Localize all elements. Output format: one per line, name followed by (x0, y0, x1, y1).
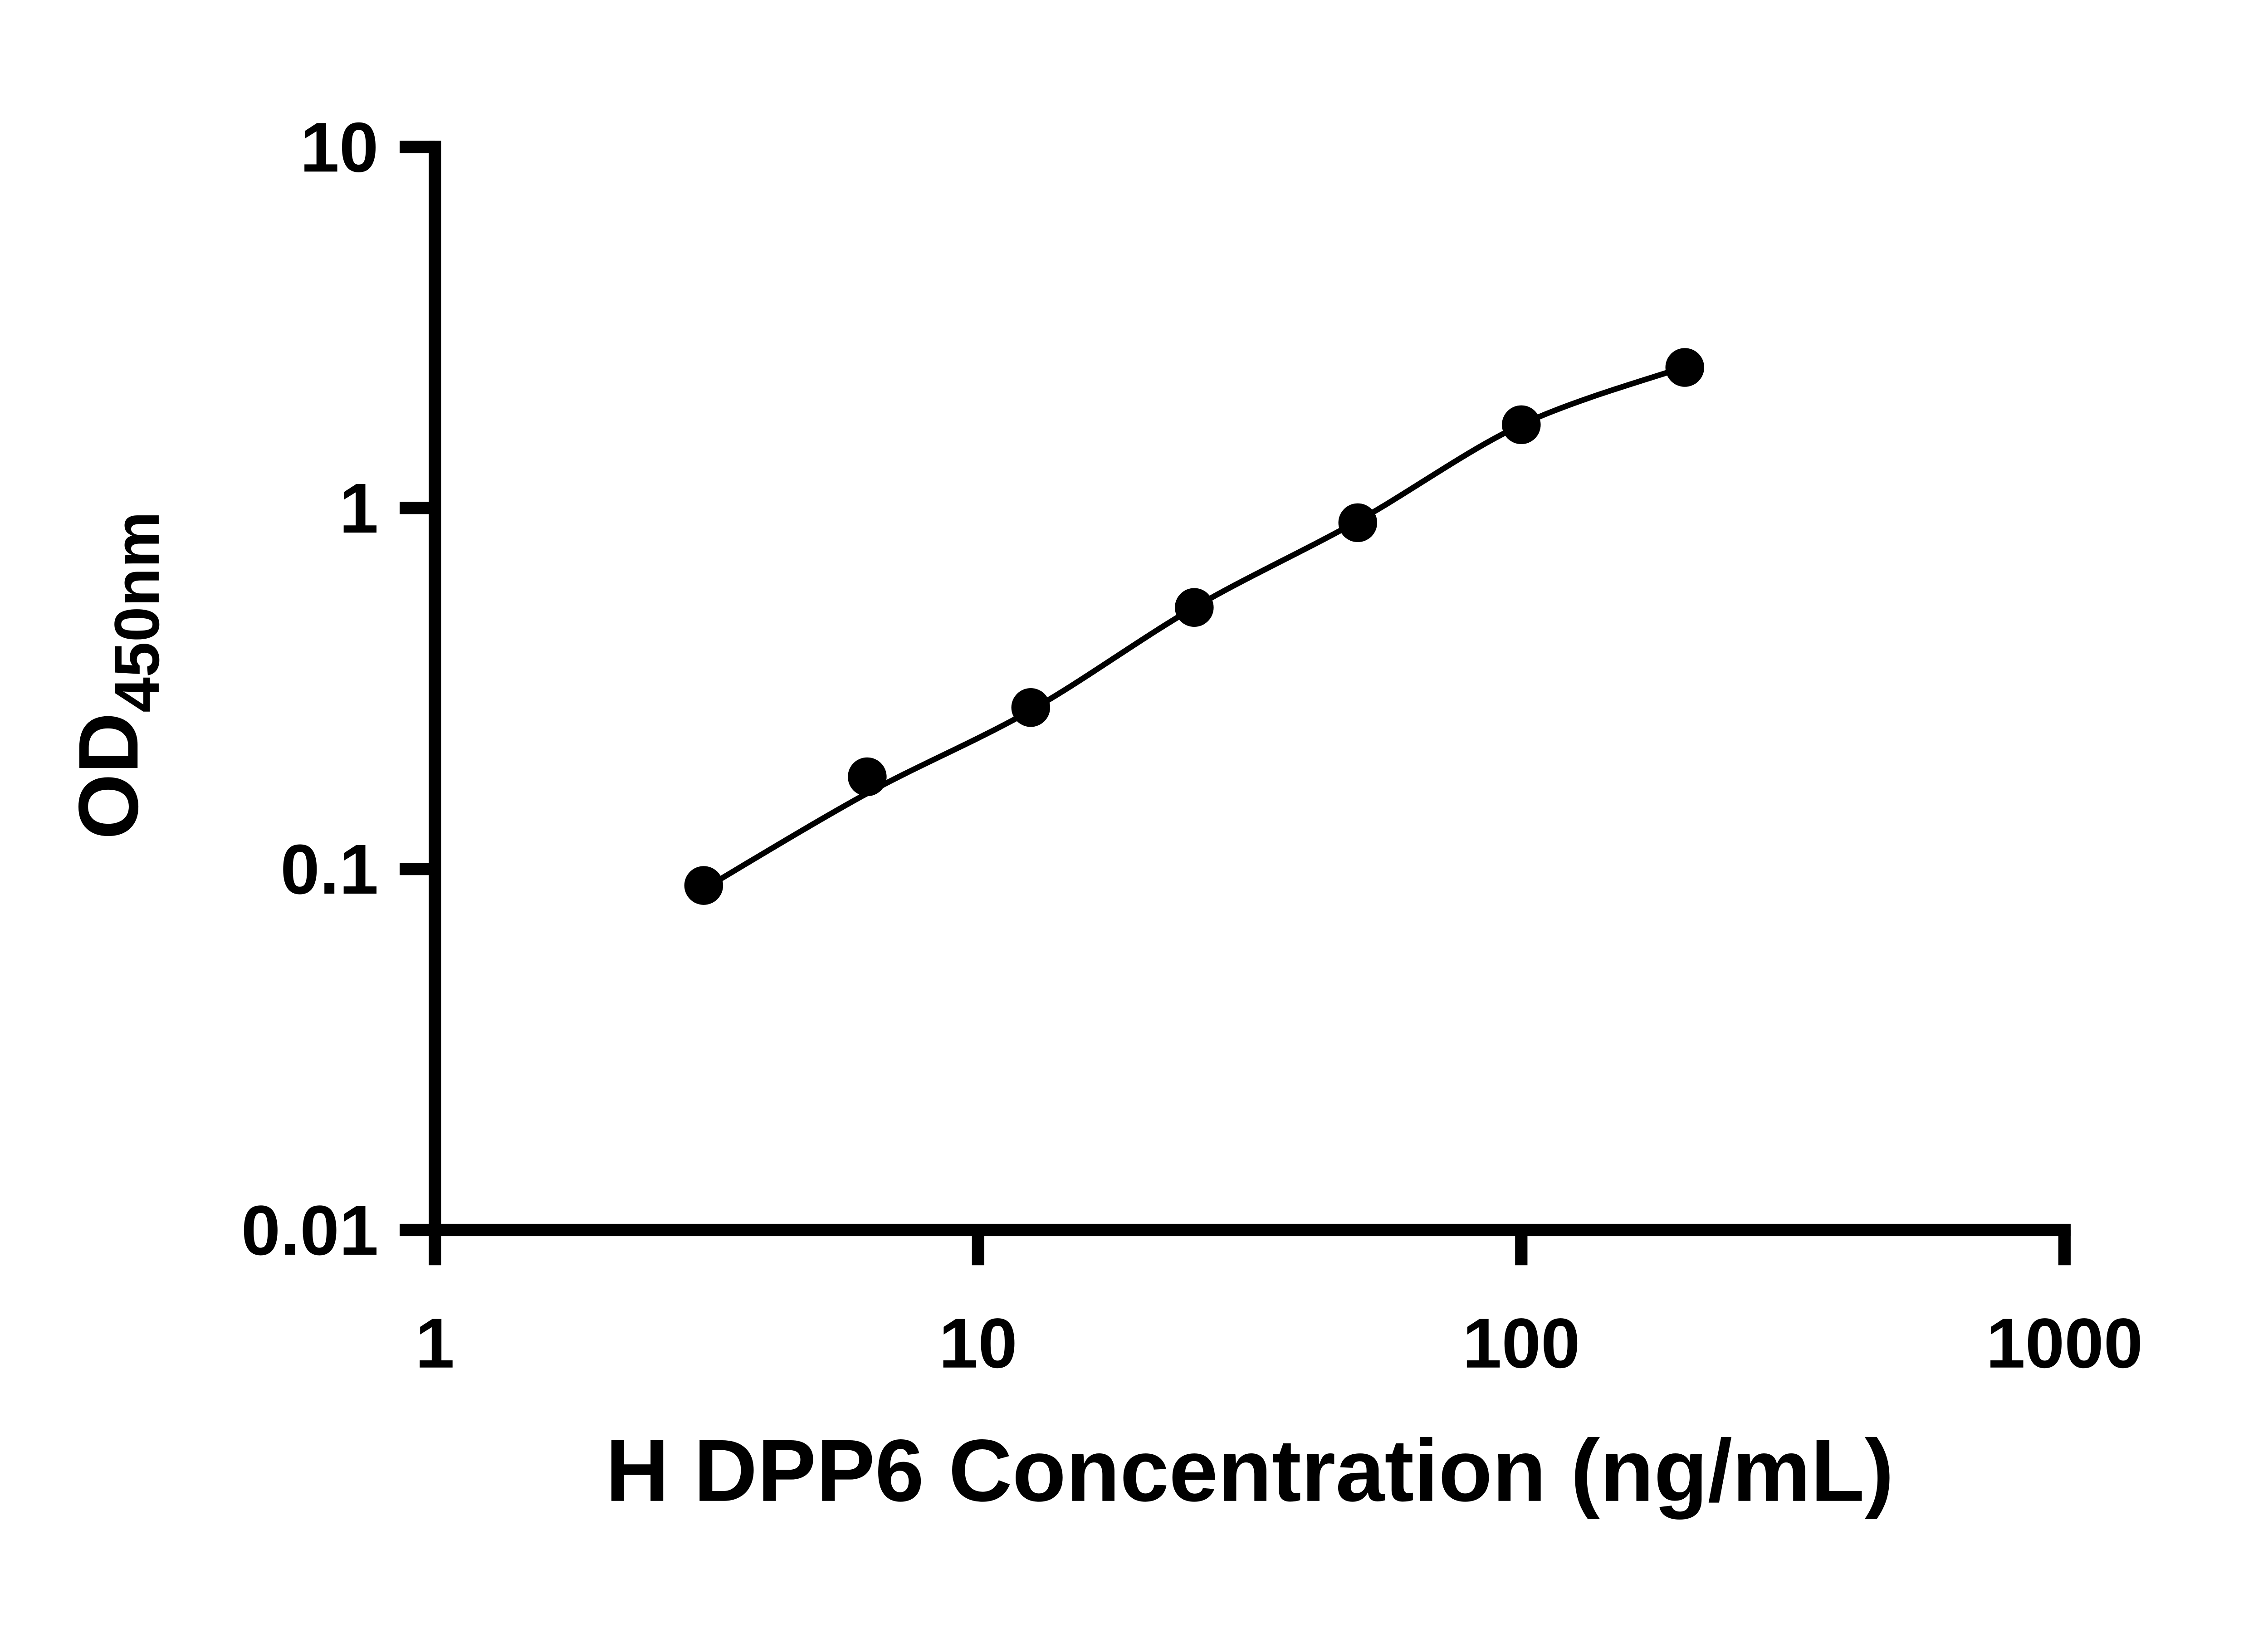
y-tick-label: 0.1 (280, 830, 378, 909)
x-tick-label: 1000 (1986, 1304, 2143, 1383)
fit-curve-line (702, 364, 1686, 892)
y-tick-label: 0.01 (241, 1191, 379, 1270)
y-tick-label: 10 (300, 108, 378, 186)
y-axis-title-main: OD (61, 713, 156, 840)
x-axis-title: H DPP6 Concentration (ng/mL) (606, 1422, 1894, 1520)
data-points (684, 348, 1705, 905)
x-tick-label: 100 (1462, 1304, 1580, 1383)
data-point (684, 866, 723, 905)
axis-tick-labels: 0.01 0.1 1 10 1 10 100 1000 (241, 108, 2143, 1382)
y-axis-title-subscript: 450nm (101, 511, 172, 712)
data-point (1338, 503, 1378, 543)
axis-ticks (400, 141, 2071, 1266)
x-tick-label: 10 (939, 1304, 1017, 1383)
data-point (848, 757, 887, 797)
data-point (1175, 588, 1214, 627)
axes (429, 141, 2071, 1237)
standard-curve-chart: 0.01 0.1 1 10 1 10 100 1000 H DPP6 Concentratio… (61, 108, 2143, 1520)
x-tick-label: 1 (415, 1304, 455, 1383)
elisa-standard-curve-figure: 0.01 0.1 1 10 1 10 100 1000 H DPP6 Concentratio… (61, 108, 2143, 1520)
y-axis-title: OD450nm (61, 511, 172, 839)
data-point (1011, 688, 1051, 727)
y-tick-label: 1 (339, 469, 378, 548)
data-point (1502, 405, 1541, 445)
data-point (1665, 348, 1705, 387)
